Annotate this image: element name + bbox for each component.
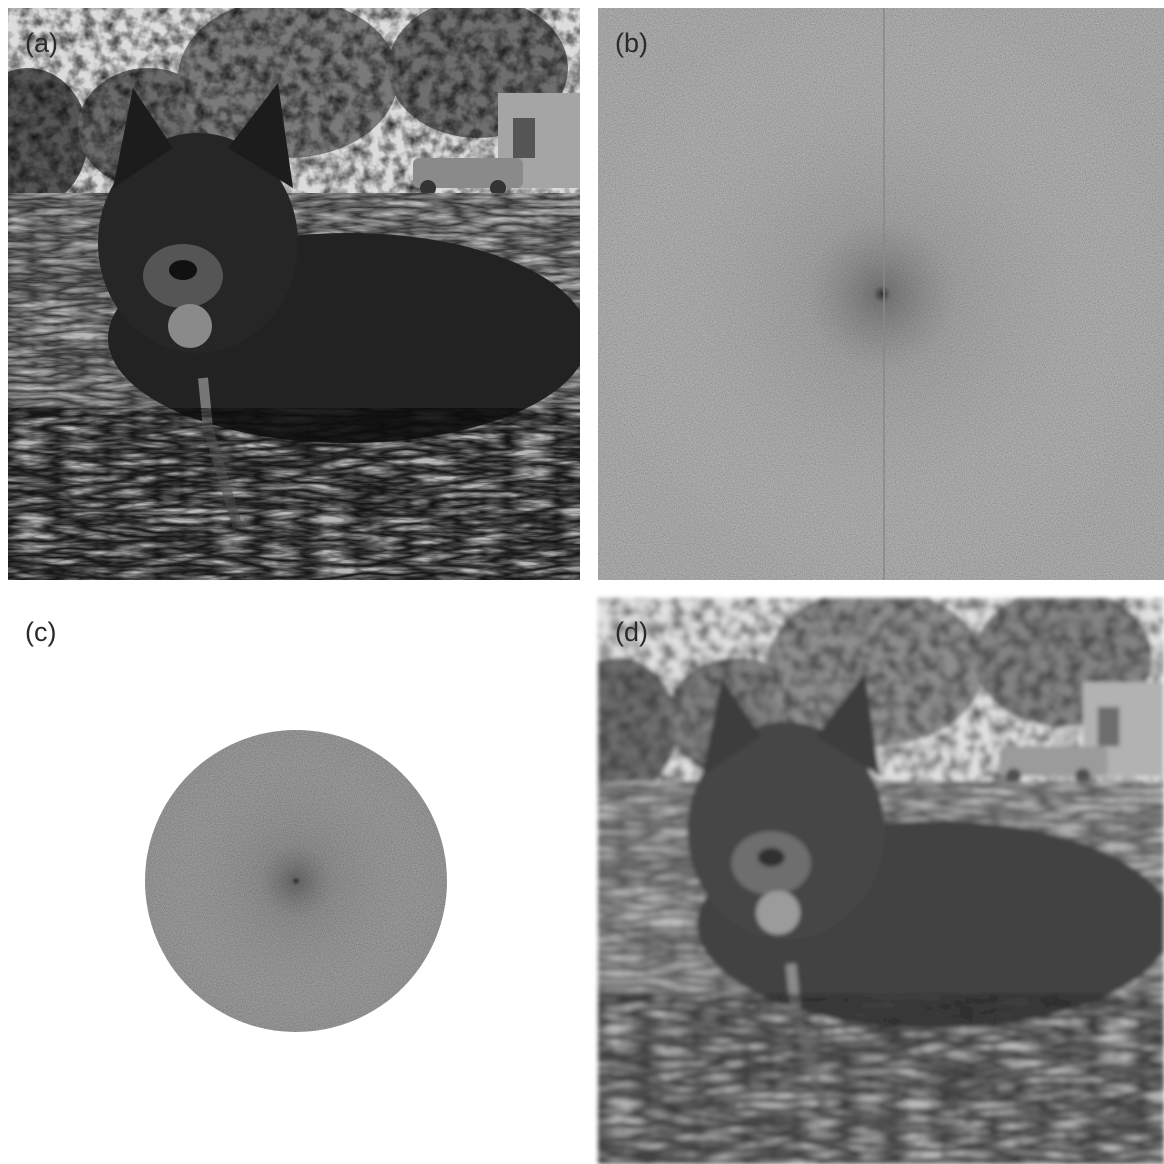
- masked-noise: [145, 730, 447, 1032]
- panel-label: (c): [25, 617, 56, 647]
- spectrum: [582, 0, 1164, 594]
- photo-original: [0, 0, 588, 580]
- panel-label: (d): [615, 617, 648, 647]
- panel-label: (a): [25, 28, 58, 58]
- photo-filtered: [558, 588, 1164, 1164]
- panel-label: (b): [615, 28, 648, 58]
- figure: (a) (b) (c) (d): [0, 0, 1164, 1164]
